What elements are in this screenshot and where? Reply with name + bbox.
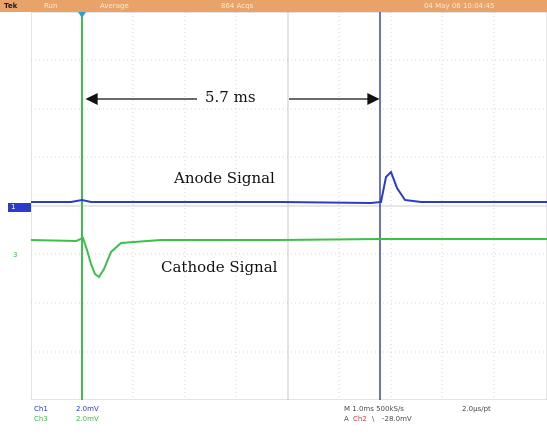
trigger-level: -28.0mV (382, 415, 412, 423)
waveform-display (31, 12, 547, 400)
ch3-label: Ch3 (34, 415, 48, 423)
acquisition-count: 864 Acqs (221, 2, 254, 10)
trigger-slope-icon: \ (372, 415, 375, 423)
ch1-scale: 2.0mV (76, 405, 99, 413)
graticule-center (31, 12, 547, 400)
ch3-ground-marker[interactable]: 3 (13, 251, 18, 259)
trigger-prefix: A (344, 415, 349, 423)
brand-label: Tek (4, 2, 18, 10)
resolution-readout: 2.0µs/pt (462, 405, 491, 413)
interval-annotation: 5.7 ms (205, 88, 256, 106)
ch3-scale: 2.0mV (76, 415, 99, 423)
status-bar: Tek Run Average 864 Acqs 04 May 06 10:04… (0, 0, 547, 12)
cathode-signal-label: Cathode Signal (161, 258, 278, 276)
timebase-readout: M 1.0ms 500kS/s (344, 405, 404, 413)
interval-arrow (85, 92, 380, 106)
ch1-label: Ch1 (34, 405, 48, 413)
acquisition-mode: Average (100, 2, 129, 10)
run-state: Run (44, 2, 58, 10)
ch1-ground-marker[interactable]: 1 (8, 203, 31, 212)
trigger-source: Ch2 (353, 415, 367, 423)
trigger-position-marker (78, 12, 86, 18)
anode-signal-label: Anode Signal (174, 169, 275, 187)
ch3-cathode-trace (31, 236, 547, 279)
date-time: 04 May 06 10:04:45 (424, 2, 495, 10)
ch1-anode-trace (31, 170, 547, 205)
